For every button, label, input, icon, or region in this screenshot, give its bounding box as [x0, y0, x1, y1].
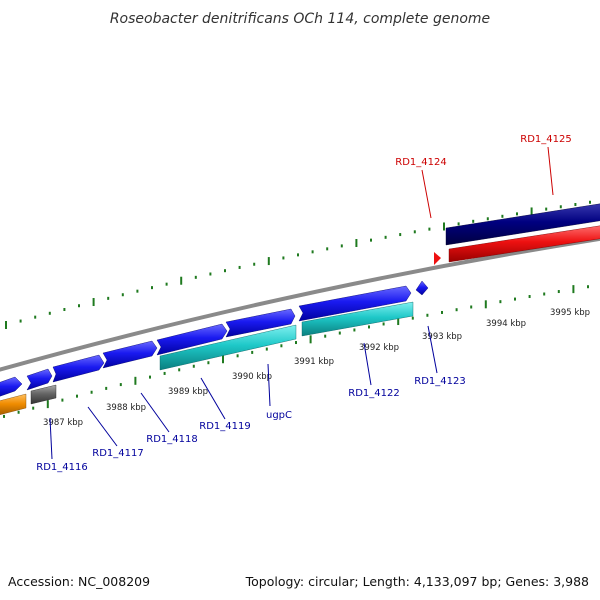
gene-arrow	[30, 384, 57, 405]
gene-label[interactable]: RD1_4125	[520, 134, 571, 145]
gene-features	[0, 203, 600, 415]
gene-arrow	[445, 203, 600, 246]
gene-label-leader	[267, 363, 271, 407]
accession-text: Accession: NC_008209	[8, 574, 150, 589]
gene-label-leader	[140, 392, 170, 433]
gene-label[interactable]: RD1_4117	[92, 448, 143, 459]
gene-arrow	[52, 354, 105, 383]
gene-arrow	[415, 280, 429, 296]
gene-arrow	[434, 252, 441, 265]
gene-label[interactable]: RD1_4123	[414, 376, 465, 387]
kbp-label: 3995 kbp	[550, 308, 590, 318]
gene-arrow	[448, 225, 600, 263]
kbp-label: 3994 kbp	[486, 319, 526, 329]
gene-arrow	[301, 301, 414, 337]
gene-label-leader	[87, 406, 118, 447]
gene-arrow	[0, 376, 23, 397]
gene-label-leader	[547, 146, 554, 196]
gene-label-leader	[363, 342, 372, 386]
gene-arrow	[0, 393, 27, 415]
kbp-label: 3990 kbp	[232, 372, 272, 382]
tick-row-upper	[5, 200, 591, 329]
gene-arrow	[225, 308, 296, 338]
gene-label[interactable]: ugpC	[266, 410, 292, 421]
kbp-label: 3988 kbp	[106, 403, 146, 413]
gene-label-leader	[200, 377, 226, 420]
gene-label-leader	[421, 169, 432, 219]
gene-arrow	[102, 340, 158, 369]
kbp-label: 3993 kbp	[422, 332, 462, 342]
gene-label-leader	[427, 325, 438, 374]
gene-arrow	[298, 285, 412, 322]
gene-label[interactable]: RD1_4124	[395, 157, 446, 168]
gene-label[interactable]: RD1_4116	[36, 462, 87, 473]
gene-arrow	[26, 368, 53, 391]
genome-backbone	[0, 236, 600, 372]
gene-arrow	[156, 323, 228, 356]
kbp-label: 3987 kbp	[43, 418, 83, 428]
gene-label[interactable]: RD1_4122	[348, 388, 399, 399]
kbp-label: 3989 kbp	[168, 387, 208, 397]
gene-label-leader	[49, 417, 53, 460]
genome-title: Roseobacter denitrificans OCh 114, compl…	[110, 11, 490, 27]
gene-label[interactable]: RD1_4119	[199, 421, 250, 432]
kbp-labels: 3987 kbp 3988 kbp 3989 kbp 3990 kbp 3991 kbp…	[43, 308, 590, 428]
gene-label[interactable]: RD1_4118	[146, 434, 197, 445]
genome-summary-text: Topology: circular; Length: 4,133,097 bp…	[245, 574, 589, 589]
kbp-label: 3992 kbp	[359, 343, 399, 353]
gene-arrow	[159, 324, 297, 371]
kbp-label: 3991 kbp	[294, 357, 334, 367]
